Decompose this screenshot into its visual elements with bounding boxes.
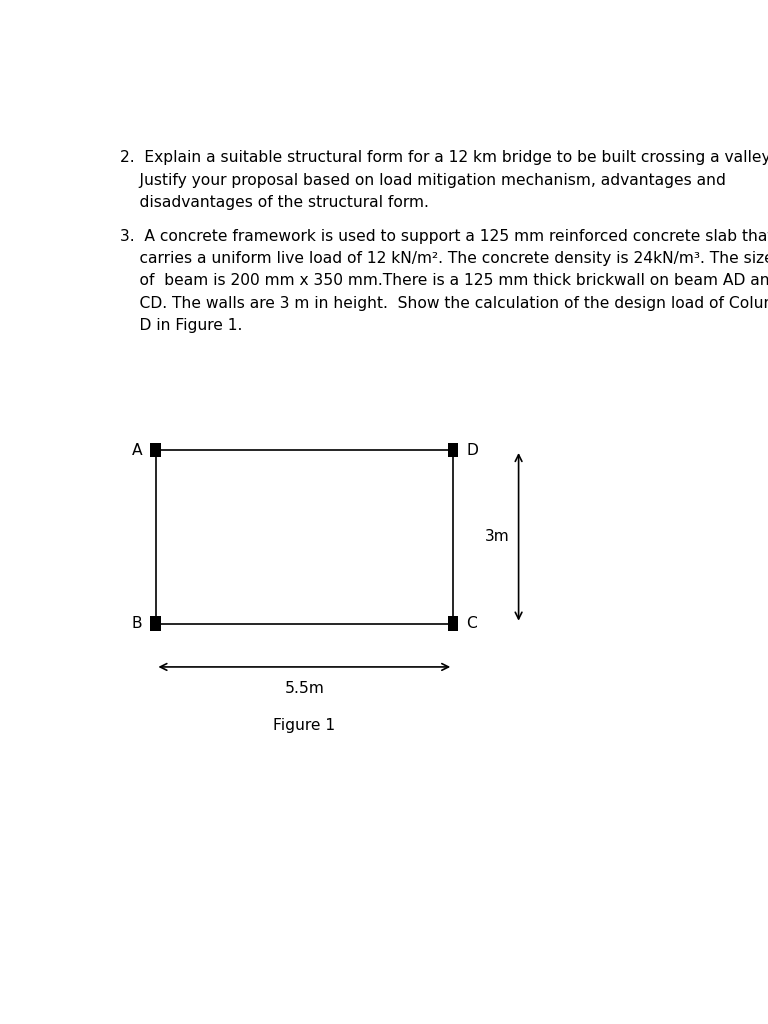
Text: of  beam is 200 mm x 350 mm.There is a 125 mm thick brickwall on beam AD and: of beam is 200 mm x 350 mm.There is a 12… [120,273,768,289]
Text: 5.5m: 5.5m [284,681,324,696]
Text: B: B [132,616,142,631]
Text: 2.  Explain a suitable structural form for a 12 km bridge to be built crossing a: 2. Explain a suitable structural form fo… [120,151,768,166]
Bar [448,443,458,457]
Text: CD. The walls are 3 m in height.  Show the calculation of the design load of Col: CD. The walls are 3 m in height. Show th… [120,296,768,310]
Text: A: A [132,442,142,458]
Text: 3m: 3m [485,529,510,545]
Text: C: C [466,616,477,631]
Text: 3.  A concrete framework is used to support a 125 mm reinforced concrete slab th: 3. A concrete framework is used to suppo… [120,229,768,245]
Text: Justify your proposal based on load mitigation mechanism, advantages and: Justify your proposal based on load miti… [120,173,726,187]
Text: carries a uniform live load of 12 kN/m². The concrete density is 24kN/m³. The si: carries a uniform live load of 12 kN/m².… [120,252,768,266]
Bar [448,616,458,631]
Text: Figure 1: Figure 1 [273,718,336,733]
Text: D in Figure 1.: D in Figure 1. [120,317,242,333]
Bar [151,616,161,631]
Text: disadvantages of the structural form.: disadvantages of the structural form. [120,195,429,210]
Text: D: D [466,442,478,458]
Bar [151,443,161,457]
